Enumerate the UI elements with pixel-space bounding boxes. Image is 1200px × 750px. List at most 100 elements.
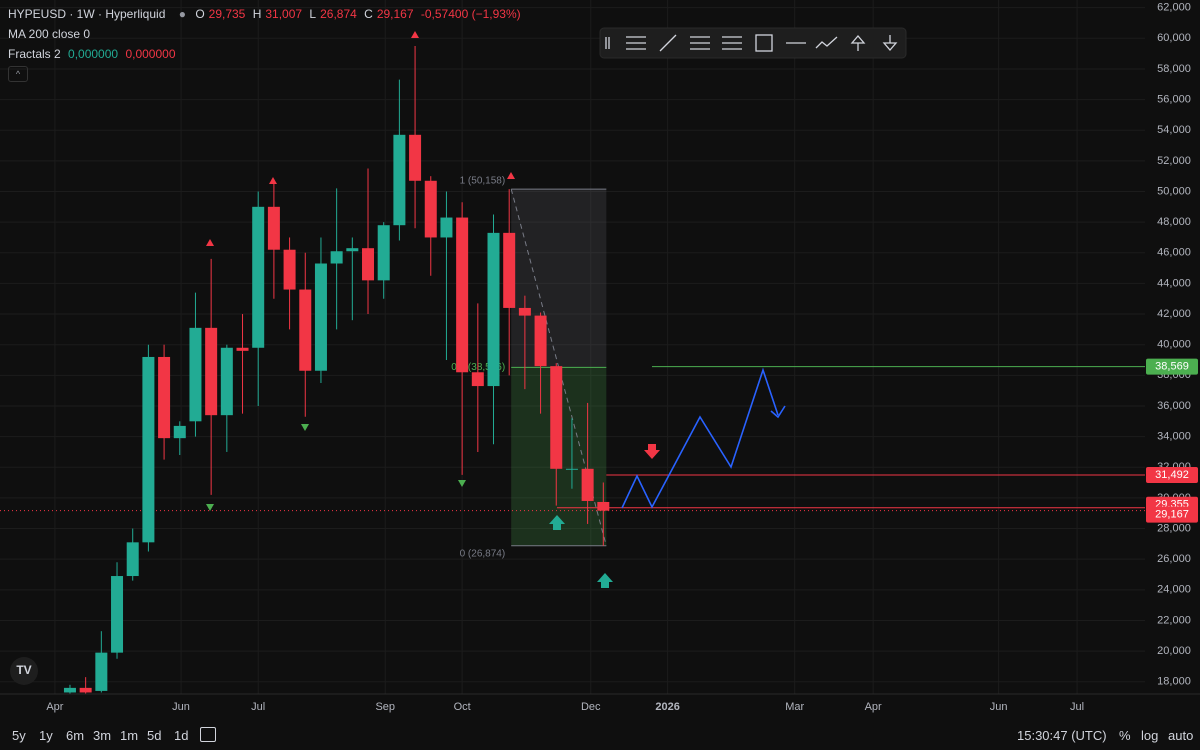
x-tick-label: Dec — [581, 701, 601, 713]
y-tick-label: 44,000 — [1157, 277, 1191, 289]
candle-body — [299, 289, 312, 371]
y-tick-label: 34,000 — [1157, 431, 1191, 443]
signal-arrows — [549, 444, 660, 588]
candle-body — [283, 249, 296, 290]
x-tick-label: Oct — [454, 701, 471, 713]
fractal-markers — [206, 31, 515, 511]
candle-body — [330, 251, 343, 264]
range-button[interactable]: 1m — [120, 728, 139, 743]
chart: 1 (50,158)0,5 (38,516)0 (26,874) TV 18,0… — [0, 0, 1200, 713]
candle-body — [534, 315, 547, 367]
candle-body — [409, 134, 422, 181]
y-tick-label: 58,000 — [1157, 63, 1191, 75]
collapse-button[interactable]: ^ — [8, 66, 28, 82]
calendar-button[interactable] — [200, 727, 216, 742]
x-tick-label: Jul — [1070, 701, 1084, 713]
fractal-down-value: 0,000000 — [125, 47, 176, 61]
ohlc-value: 26,874 — [320, 7, 357, 21]
candle-body — [597, 501, 610, 511]
x-tick-label: 2026 — [655, 701, 679, 713]
candle-body — [158, 356, 171, 439]
fractal-up-value: 0,000000 — [68, 47, 119, 61]
drawing-toolbar[interactable] — [599, 27, 907, 59]
projection-arrowhead — [770, 405, 786, 419]
y-tick-label: 48,000 — [1157, 216, 1191, 228]
candle-body — [173, 425, 186, 439]
change: -0,57400 (−1,93%) — [420, 7, 521, 21]
x-tick-label: Jun — [172, 701, 190, 713]
indicator-ma: MA 200 close 0 — [8, 27, 94, 41]
y-tick-label: 20,000 — [1157, 645, 1191, 657]
projection-path — [621, 367, 779, 509]
y-tick-label: 24,000 — [1157, 584, 1191, 596]
indicator-fractals: Fractals 2 0,000000 0,000000 — [8, 47, 180, 61]
candle-body — [142, 356, 155, 543]
candle-body — [550, 366, 563, 469]
candle-body — [252, 206, 265, 348]
x-tick-label: Sep — [375, 701, 395, 713]
price-tag-label: 38,569 — [1155, 361, 1189, 373]
y-tick-label: 52,000 — [1157, 155, 1191, 167]
candle-body — [205, 327, 218, 416]
price-tag-label: 29,167 — [1155, 509, 1189, 521]
candle-body — [362, 248, 375, 281]
candle-body — [393, 134, 406, 226]
candle-body — [456, 217, 469, 373]
candle-body — [63, 687, 76, 693]
candle-body — [126, 542, 139, 577]
range-button[interactable]: 6m — [66, 728, 85, 743]
x-tick-label: Jul — [251, 701, 265, 713]
y-tick-label: 50,000 — [1157, 185, 1191, 197]
candle-body — [189, 327, 202, 422]
svg-text:TV: TV — [16, 663, 31, 677]
candle-body — [377, 225, 390, 281]
price-tag — [1146, 358, 1198, 375]
ma-label: MA 200 close 0 — [8, 27, 91, 41]
symbol: HYPEUSD · 1W · Hyperliquid — [8, 7, 166, 21]
log-toggle[interactable]: log — [1141, 728, 1159, 743]
y-tick-label: 36,000 — [1157, 400, 1191, 412]
range-button[interactable]: 1y — [39, 728, 53, 743]
range-button[interactable]: 3m — [93, 728, 112, 743]
x-tick-label: Mar — [785, 701, 804, 713]
candle-body — [518, 307, 531, 316]
y-tick-label: 40,000 — [1157, 339, 1191, 351]
ohlc-label: L — [309, 7, 317, 21]
clock: 15:30:47 (UTC) — [1017, 728, 1107, 743]
candle-body — [581, 468, 594, 501]
y-tick-label: 28,000 — [1157, 522, 1191, 534]
candle-body — [424, 180, 437, 238]
range-button[interactable]: 5d — [147, 728, 162, 743]
range-button[interactable]: 1d — [174, 728, 189, 743]
y-tick-label: 42,000 — [1157, 308, 1191, 320]
candle-body — [111, 576, 124, 653]
candle-body — [95, 652, 108, 691]
x-tick-label: Apr — [865, 701, 882, 713]
candle-body — [471, 372, 484, 387]
auto-toggle[interactable]: auto — [1168, 728, 1194, 743]
percent-toggle[interactable]: % — [1119, 728, 1131, 743]
ohlc-label: O — [195, 7, 205, 21]
tv-logo: TV — [10, 657, 38, 685]
price-tag — [1146, 467, 1198, 484]
x-tick-label: Jun — [990, 701, 1008, 713]
ohlc-value: 29,735 — [208, 7, 246, 21]
candle-body — [220, 347, 233, 416]
range-button[interactable]: 5y — [12, 728, 26, 743]
y-tick-label: 22,000 — [1157, 614, 1191, 626]
ohlc-label: H — [252, 7, 262, 21]
fib-label: 0 (26,874) — [460, 548, 506, 559]
candle-body — [79, 687, 92, 693]
status-dot: ● — [178, 7, 186, 21]
candle-body — [267, 206, 280, 250]
y-tick-label: 62,000 — [1157, 2, 1191, 14]
price-tag — [1146, 506, 1198, 523]
symbol-legend: HYPEUSD · 1W · Hyperliquid ● O 29,735 H 31… — [8, 7, 525, 21]
bottom-toolbar: 5y 1y 6m 3m 1m 5d 1d 15:30:47 (UTC)% log auto — [0, 720, 1200, 750]
price-tag-label: 31,492 — [1155, 469, 1189, 481]
fractals-label: Fractals 2 — [8, 47, 61, 61]
fib-zone-upper — [511, 189, 607, 368]
ohlc-value: 29,167 — [376, 7, 414, 21]
y-tick-label: 54,000 — [1157, 124, 1191, 136]
